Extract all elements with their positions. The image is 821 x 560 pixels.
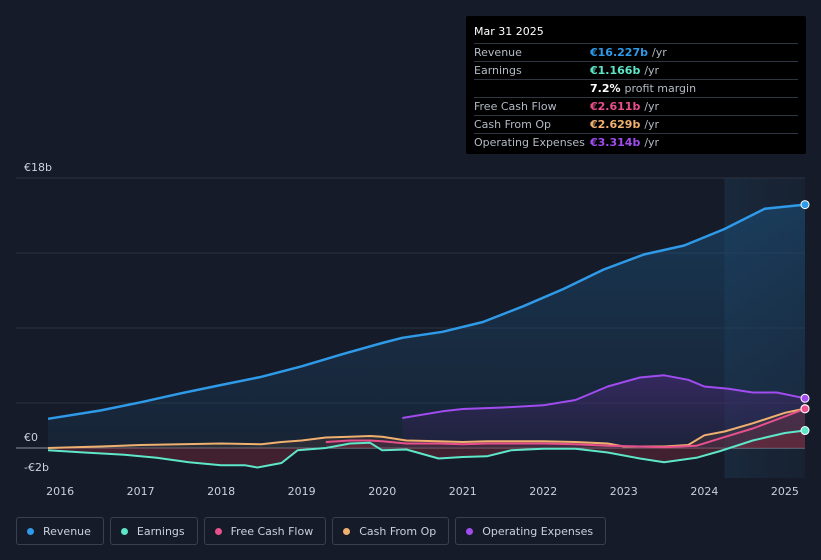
legend-item-cash-from-op[interactable]: Cash From Op <box>332 517 450 545</box>
tooltip-value: 7.2% <box>590 82 621 95</box>
tooltip-unit: /yr <box>651 46 667 59</box>
tooltip-row-profit-margin: 7.2% profit margin <box>474 81 798 98</box>
x-tick-label: 2016 <box>46 485 74 498</box>
tooltip-label: Cash From Op <box>474 118 552 131</box>
operating-expenses-area <box>402 375 805 448</box>
legend-item-earnings[interactable]: Earnings <box>109 517 198 545</box>
y-label-zero: €0 <box>24 431 38 444</box>
revenue-line <box>47 203 806 421</box>
tooltip-value: €3.314b <box>590 136 641 149</box>
legend: Revenue Earnings Free Cash Flow Cash Fro… <box>16 517 607 547</box>
x-tick-label: 2017 <box>127 485 155 498</box>
y-label-bottom: -€2b <box>24 461 49 474</box>
legend-label: Earnings <box>136 524 185 538</box>
legend-label: Cash From Op <box>359 524 437 538</box>
x-tick-label: 2025 <box>771 485 799 498</box>
tooltip-row-cash-from-op: Cash From Op €2.629b /yr <box>474 117 798 134</box>
tooltip-label: Operating Expenses <box>474 136 585 149</box>
x-tick-label: 2019 <box>288 485 316 498</box>
free-cash-flow-line <box>325 407 806 449</box>
legend-label: Revenue <box>43 524 91 538</box>
y-label-top: €18b <box>24 161 52 174</box>
tooltip-unit: /yr <box>644 118 660 131</box>
x-axis-ticks: 2016 2017 2018 2019 2020 2021 2022 2023 2024 2025 <box>46 485 799 498</box>
x-tick-label: 2021 <box>449 485 477 498</box>
legend-dot-icon <box>214 527 222 535</box>
x-tick-label: 2022 <box>529 485 557 498</box>
tooltip-row-free-cash-flow: Free Cash Flow €2.611b /yr <box>474 99 798 116</box>
tooltip-label <box>474 81 590 97</box>
tooltip-value: €2.611b <box>590 100 641 113</box>
tooltip-label: Earnings <box>474 64 522 77</box>
tooltip-row-revenue: Revenue €16.227b /yr <box>474 45 798 62</box>
earnings-end-marker <box>800 426 810 436</box>
legend-label: Operating Expenses <box>482 524 594 538</box>
cash-from-op-area <box>48 408 805 448</box>
tooltip-unit: profit margin <box>624 82 697 95</box>
x-tick-label: 2023 <box>610 485 638 498</box>
series-lines <box>47 203 806 469</box>
legend-dot-icon <box>120 527 128 535</box>
legend-dot-icon <box>343 527 351 535</box>
legend-item-free-cash-flow[interactable]: Free Cash Flow <box>203 517 327 545</box>
legend-dot-icon <box>27 527 34 535</box>
cash-from-op-line <box>47 407 806 449</box>
tooltip-unit: /yr <box>644 136 660 149</box>
operating-expenses-end-marker <box>800 393 810 403</box>
series-end-markers <box>800 200 810 436</box>
legend-label: Free Cash Flow <box>230 524 314 538</box>
operating-expenses-line <box>402 374 806 419</box>
tooltip: Mar 31 2025 Revenue €16.227b /yr Earning… <box>466 16 806 154</box>
series-areas <box>48 204 805 468</box>
tooltip-label: Revenue <box>474 46 522 59</box>
legend-item-operating-expenses[interactable]: Operating Expenses <box>455 517 607 545</box>
tooltip-value: €2.629b <box>590 118 641 131</box>
earnings-area <box>48 430 805 468</box>
legend-dot-icon <box>466 527 474 535</box>
tooltip-value: €16.227b <box>590 46 648 59</box>
x-tick-label: 2018 <box>207 485 235 498</box>
legend-item-revenue[interactable]: Revenue <box>16 517 104 545</box>
tooltip-date: Mar 31 2025 <box>474 24 798 44</box>
tooltip-row-earnings: Earnings €1.166b /yr <box>474 63 798 80</box>
x-tick-label: 2020 <box>368 485 396 498</box>
tooltip-value: €1.166b <box>590 64 641 77</box>
tooltip-label: Free Cash Flow <box>474 100 557 113</box>
free-cash-flow-end-marker <box>800 404 810 414</box>
tooltip-row-operating-expenses: Operating Expenses €3.314b /yr <box>474 135 798 151</box>
earnings-line <box>47 429 806 469</box>
x-tick-label: 2024 <box>690 485 718 498</box>
tooltip-unit: /yr <box>644 64 660 77</box>
tooltip-unit: /yr <box>644 100 660 113</box>
revenue-end-marker <box>800 200 810 210</box>
